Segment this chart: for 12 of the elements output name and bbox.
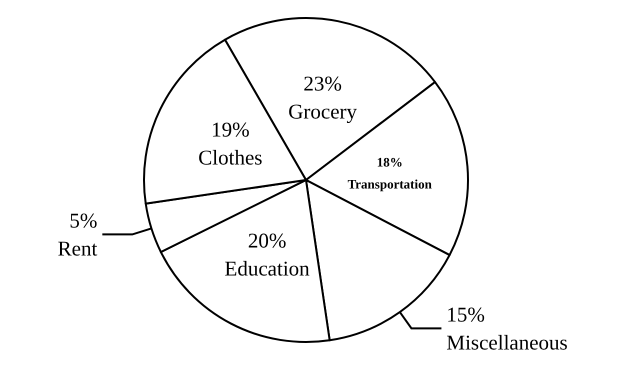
slice-label: Rent: [58, 236, 98, 260]
data-label: 20%: [248, 228, 286, 252]
slice-label: Transportation: [348, 176, 433, 192]
slice-label: Clothes: [198, 145, 262, 170]
data-label: 19%: [211, 117, 250, 142]
data-label: 23%: [303, 72, 342, 96]
data-label: 5%: [69, 208, 98, 232]
data-label: 18%: [376, 154, 403, 170]
slice-label: Grocery: [288, 100, 358, 124]
data-label: 15%: [446, 302, 485, 326]
slice-label: Miscellaneous: [446, 330, 568, 354]
slice-label: Education: [224, 256, 310, 280]
